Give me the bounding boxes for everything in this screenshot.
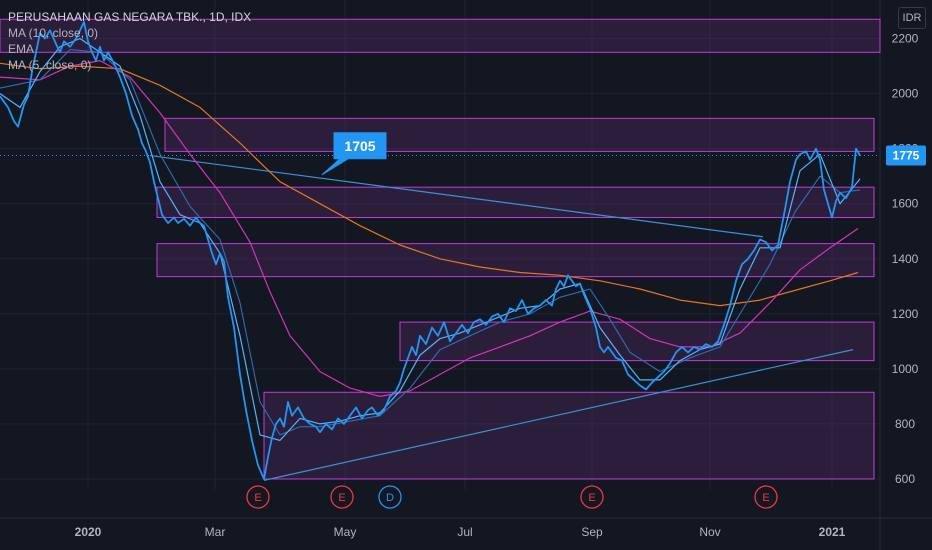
series-line-ma10[interactable] (0, 49, 861, 436)
event-marker[interactable] (378, 485, 402, 509)
y-tick-label: 2200 (892, 32, 919, 46)
x-tick-label: Sep (581, 525, 603, 539)
series-line-ma_long[interactable] (0, 62, 859, 307)
currency-button[interactable]: IDR (898, 7, 926, 29)
y-tick-label: 1600 (892, 197, 919, 211)
y-tick-label: 1400 (892, 252, 919, 266)
trendline[interactable] (263, 349, 854, 481)
event-marker-label: E (338, 492, 345, 504)
legend-item-ma10[interactable]: MA (10, close, 0) (8, 26, 99, 40)
y-tick-label: 800 (895, 417, 915, 431)
price-callout-label: 1705 (344, 138, 375, 154)
event-marker-label: E (254, 492, 261, 504)
price-callout[interactable] (321, 132, 387, 176)
zone-rectangle[interactable] (0, 18, 881, 53)
y-tick-label: 1000 (892, 362, 919, 376)
y-tick-label: 600 (895, 472, 915, 486)
zone-rectangle[interactable] (263, 391, 875, 480)
event-marker-label: E (588, 492, 595, 504)
event-marker[interactable] (580, 485, 604, 509)
trendline[interactable] (149, 154, 764, 238)
event-marker[interactable] (330, 485, 354, 509)
series-line-ma5[interactable] (0, 37, 861, 441)
zone-rectangle[interactable] (164, 117, 875, 152)
x-tick-label: 2021 (819, 525, 846, 539)
x-tick-label: Jul (457, 525, 472, 539)
x-tick-label: May (334, 525, 357, 539)
legend-item-ma5[interactable]: MA (5, close, 0) (8, 58, 92, 72)
legend-item-ema[interactable]: EMA (8, 42, 35, 56)
y-tick-label: 1200 (892, 307, 919, 321)
symbol-title[interactable]: PERUSAHAAN GAS NEGARA TBK., 1D, IDX (8, 10, 252, 24)
event-marker[interactable] (754, 485, 778, 509)
last-price-label: 1775 (893, 149, 920, 163)
zone-rectangle[interactable] (156, 186, 875, 218)
event-marker-label: E (762, 492, 769, 504)
series-line-price[interactable] (0, 21, 861, 480)
chart-legend: PERUSAHAAN GAS NEGARA TBK., 1D, IDX MA (… (8, 9, 251, 73)
y-tick-label: 2000 (892, 87, 919, 101)
event-marker[interactable] (246, 485, 270, 509)
x-tick-label: Mar (205, 525, 226, 539)
event-marker-label: D (386, 492, 394, 504)
x-tick-label: 2020 (75, 525, 102, 539)
last-price-badge (886, 145, 926, 166)
x-tick-label: Nov (699, 525, 720, 539)
